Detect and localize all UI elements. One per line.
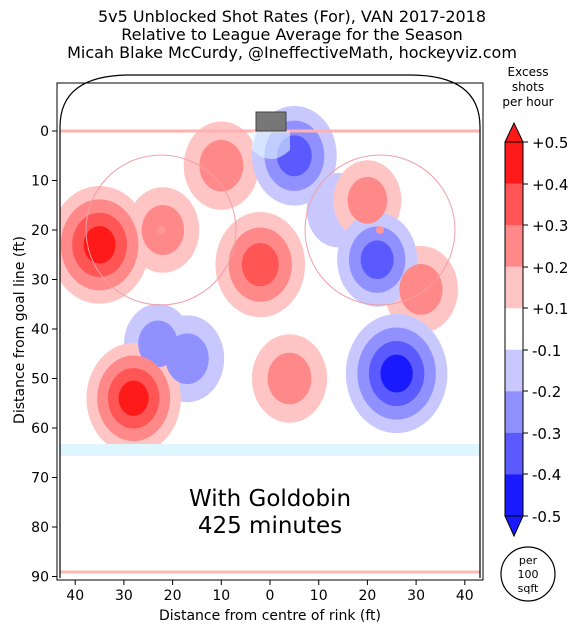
- heat-contour: [118, 380, 149, 416]
- x-tick-label: 30: [407, 588, 425, 604]
- colorbar-segment: [505, 183, 523, 226]
- colorbar-tick-label: +0.3: [532, 217, 568, 235]
- x-axis-label: Distance from centre of rink (ft): [159, 608, 381, 624]
- x-tick-label: 10: [310, 588, 328, 604]
- unit-badge: per 100 sqft: [500, 546, 556, 602]
- crease: [252, 131, 290, 159]
- x-tick-label: 30: [115, 588, 133, 604]
- colorbar-title-line1: Excess: [508, 65, 549, 79]
- heat-contour: [241, 242, 279, 287]
- heat-contour: [165, 333, 209, 385]
- faceoff-dot-left: [157, 226, 165, 234]
- colorbar-bottom-arrow: [504, 515, 524, 538]
- overlay-player-label: With Goldobin: [189, 486, 351, 512]
- colorbar-top-arrow: [504, 121, 524, 143]
- colorbar-tick-label: +0.5: [532, 134, 568, 152]
- y-axis-label: Distance from goal line (ft): [12, 236, 28, 424]
- goal-net: [255, 111, 287, 132]
- y-tick-label: 60: [31, 421, 49, 437]
- unit-badge-line1: per: [519, 554, 538, 567]
- overlay-minutes-label: 425 minutes: [198, 513, 342, 539]
- colorbar-segment: [505, 474, 523, 517]
- x-tick-label: 40: [456, 588, 474, 604]
- heat-contour: [360, 240, 394, 280]
- colorbar-segment: [505, 266, 523, 309]
- heat-contour: [347, 176, 388, 224]
- chart-subtitle: Relative to League Average for the Seaso…: [121, 25, 463, 44]
- colorbar-tick-label: +0.1: [532, 300, 568, 318]
- rink-boards: [59, 74, 481, 578]
- colorbar: Excess shots per hour +0.5 +0.4 +0.3 +0.2 +0…: [502, 65, 568, 538]
- colorbar-tick-label: -0.1: [532, 342, 561, 360]
- heat-contour: [83, 226, 116, 264]
- colorbar-tick-label: +0.4: [532, 176, 568, 194]
- x-tick-label: 40: [66, 588, 84, 604]
- colorbar-title-line3: per hour: [502, 95, 553, 109]
- y-tick-label: 70: [31, 471, 49, 487]
- unit-badge-line3: sqft: [518, 582, 539, 595]
- rink-markings: [60, 129, 480, 574]
- colorbar-tick-label: -0.2: [532, 383, 561, 401]
- x-tick-label: 0: [266, 588, 275, 604]
- heat-contour: [199, 139, 244, 192]
- faceoff-circle-left: [85, 154, 237, 306]
- colorbar-title-line2: shots: [512, 80, 544, 94]
- colorbar-tick-label: -0.4: [532, 466, 561, 484]
- colorbar-segment: [505, 308, 523, 351]
- colorbar-frame: [504, 141, 524, 517]
- x-tick-label: 10: [212, 588, 230, 604]
- chart-title: 5v5 Unblocked Shot Rates (For), VAN 2017…: [97, 7, 487, 26]
- faceoff-circle-right: [304, 154, 456, 306]
- x-tick-label: 20: [358, 588, 376, 604]
- y-tick-label: 20: [31, 223, 49, 239]
- blue-line: [60, 444, 480, 456]
- y-axis-ticks: 0 10 20 30 40 50 60 70 80 90: [31, 124, 57, 586]
- colorbar-segment: [505, 432, 523, 475]
- y-tick-label: 80: [31, 520, 49, 536]
- colorbar-segment: [505, 349, 523, 392]
- colorbar-tick-label: -0.5: [532, 508, 561, 526]
- colorbar-segment: [505, 391, 523, 434]
- unit-badge-circle: [500, 546, 556, 602]
- y-tick-label: 40: [31, 322, 49, 338]
- x-axis-ticks: 40 30 20 10 0 10 20 30 40: [66, 580, 474, 604]
- y-tick-label: 50: [31, 372, 49, 388]
- chart-credit: Micah Blake McCurdy, @IneffectiveMath, h…: [67, 43, 517, 62]
- heat-contour: [380, 354, 413, 393]
- unit-badge-line2: 100: [518, 568, 539, 581]
- y-tick-label: 0: [40, 124, 49, 140]
- colorbar-segment: [505, 225, 523, 268]
- y-tick-label: 10: [31, 174, 49, 190]
- colorbar-segment: [505, 142, 523, 185]
- y-tick-label: 90: [31, 570, 49, 586]
- heat-contour: [267, 352, 312, 405]
- heatmap-contours: [60, 105, 458, 454]
- colorbar-tick-label: +0.2: [532, 259, 568, 277]
- faceoff-dot-right: [376, 226, 384, 234]
- y-tick-label: 30: [31, 273, 49, 289]
- colorbar-tick-label: -0.3: [532, 425, 561, 443]
- heat-contour: [399, 264, 443, 315]
- x-tick-label: 20: [164, 588, 182, 604]
